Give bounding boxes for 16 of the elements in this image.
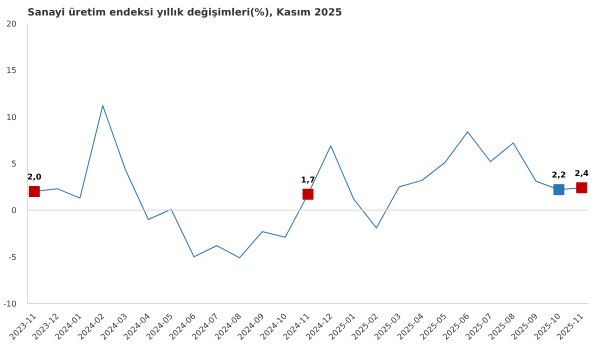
y-tick-label: 5: [11, 160, 17, 168]
point: [576, 182, 588, 194]
y-tick-label: -5: [8, 252, 17, 262]
data-label: 1,7: [300, 175, 316, 184]
data-label: 2,0: [27, 172, 42, 182]
y-tick-label: 15: [6, 66, 17, 76]
point: [302, 188, 314, 200]
y-tick-label: -10: [3, 300, 17, 308]
y-tick-label: 10: [6, 112, 17, 122]
chart-title: Sanayi üretim endeksi yıllık değişimleri(%), Kasım 2025: [28, 8, 342, 18]
data-label: 2,4: [574, 168, 590, 178]
y-tick-label: 0: [11, 206, 17, 216]
point: [28, 186, 40, 197]
point: [553, 184, 564, 196]
data-label: 2,2: [552, 170, 566, 180]
y-tick-label: 20: [6, 20, 17, 28]
